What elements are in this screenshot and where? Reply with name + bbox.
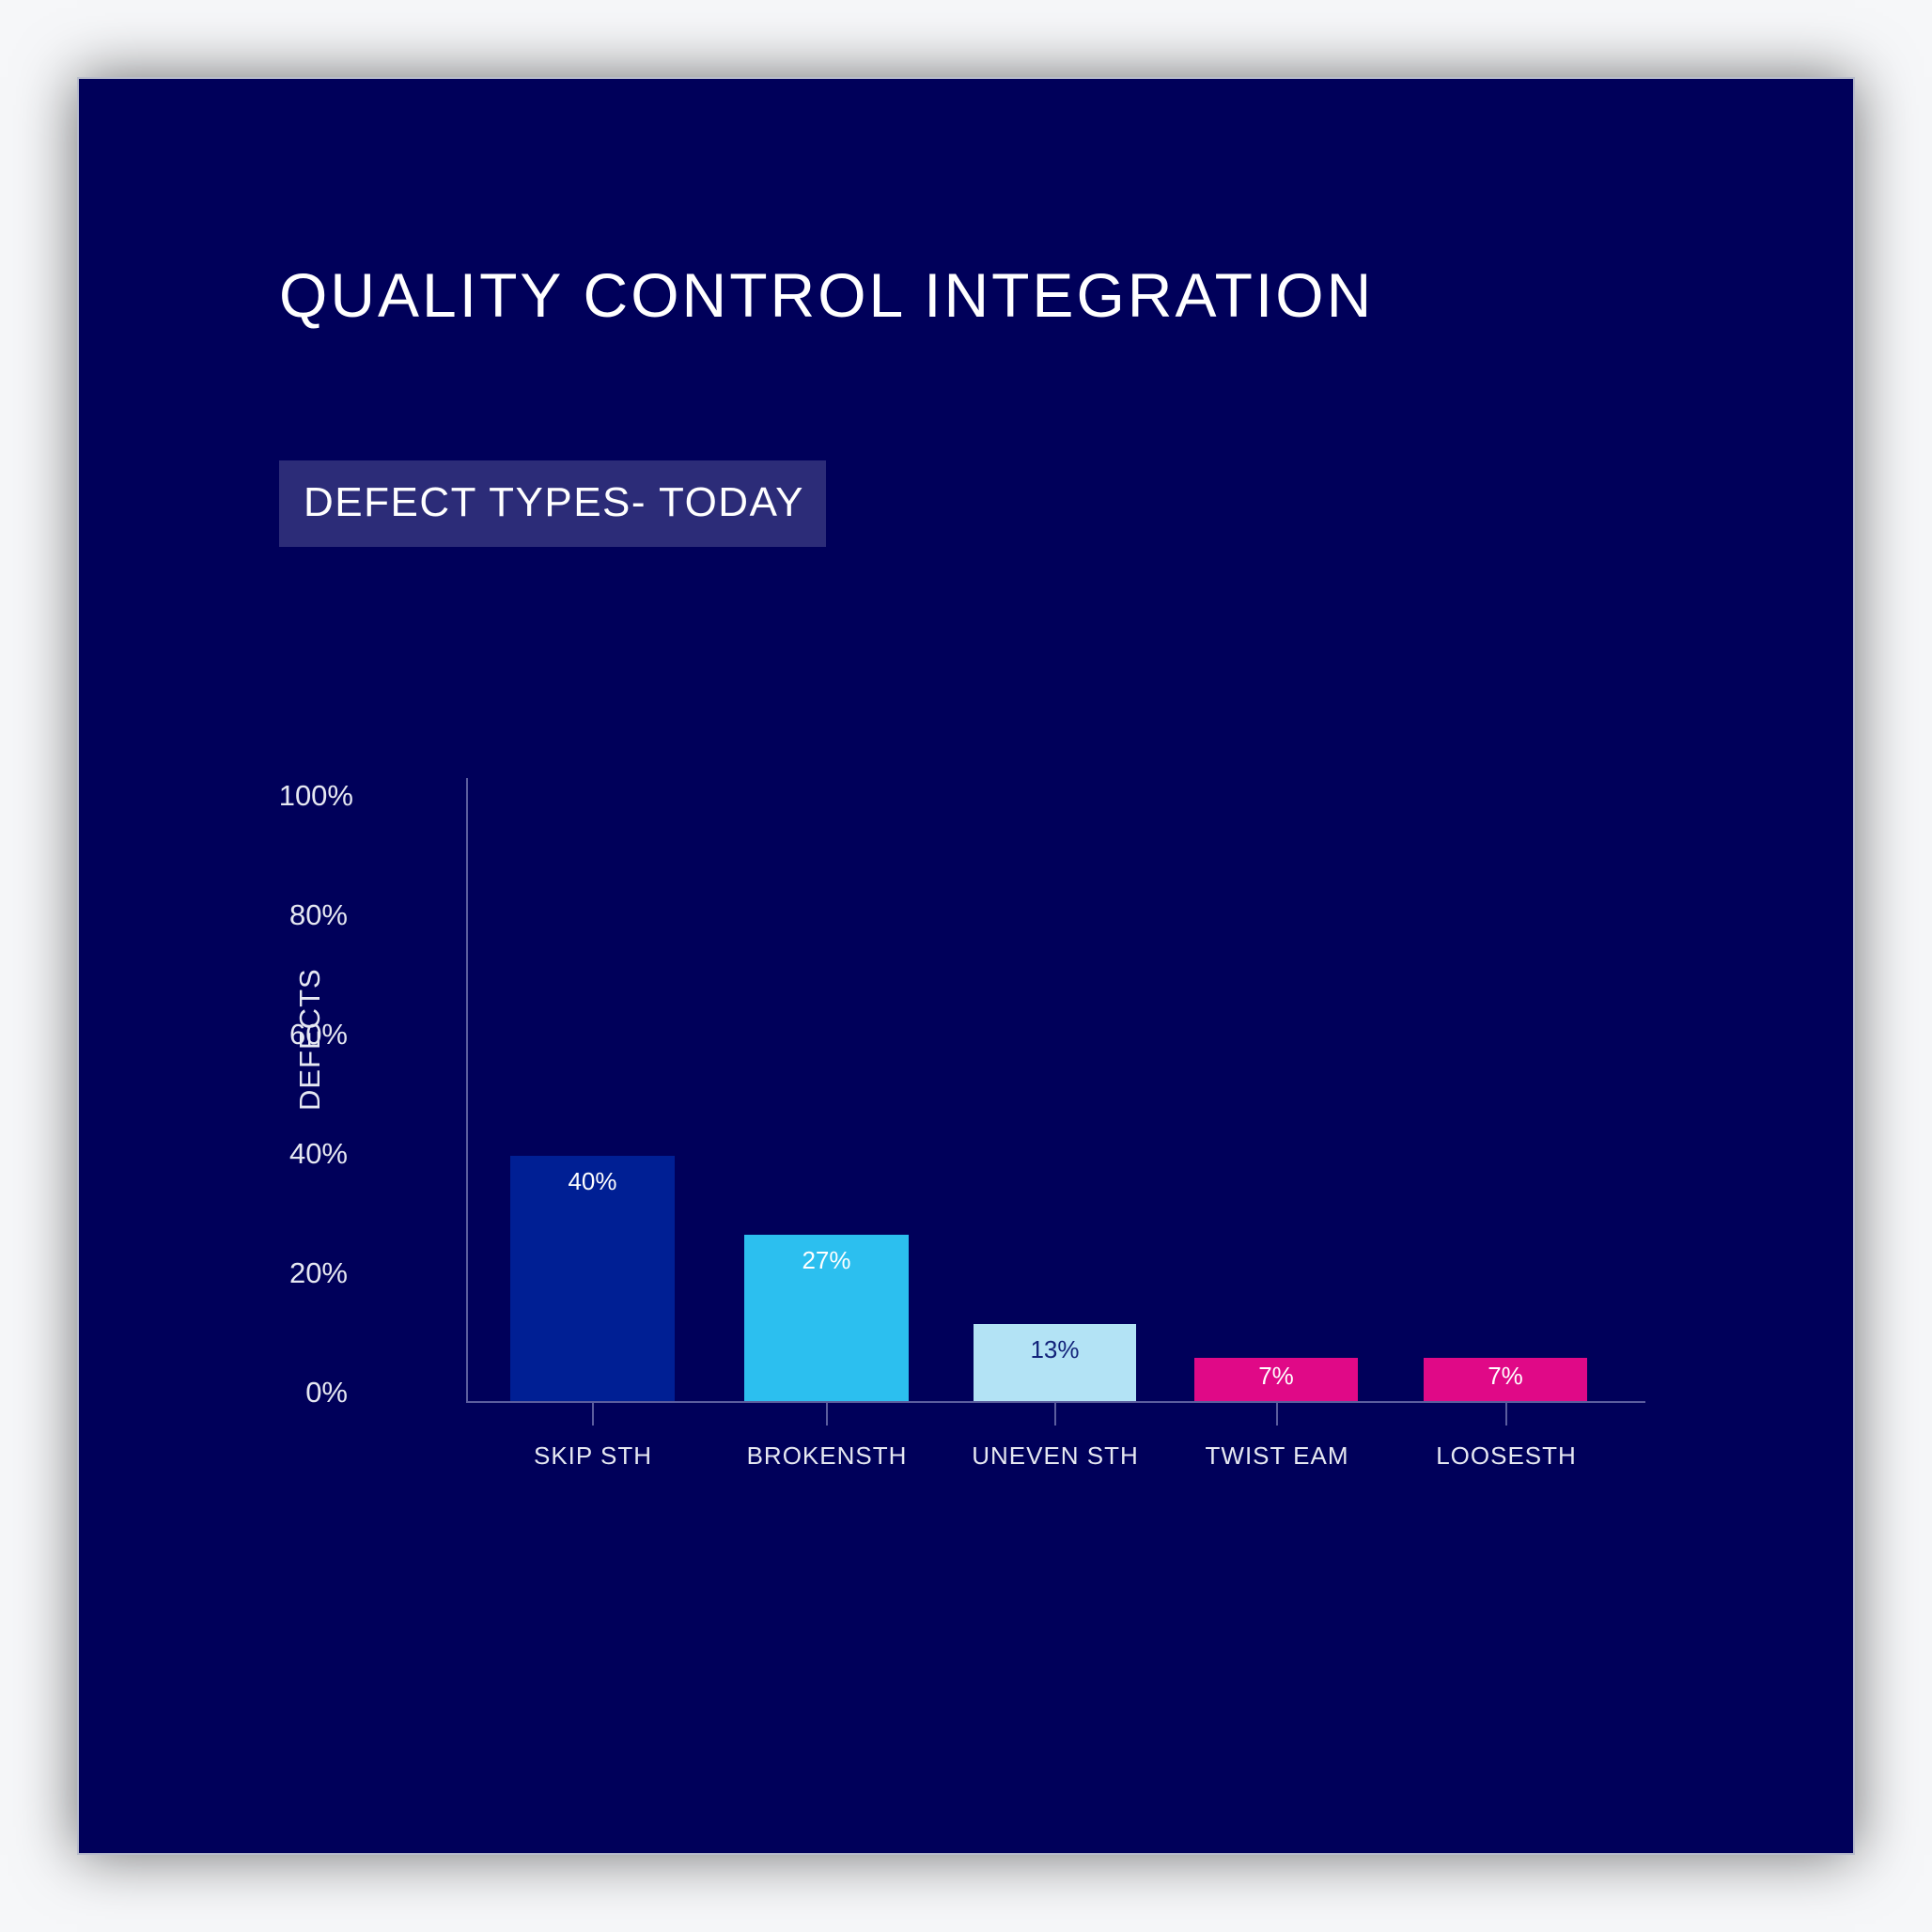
y-tick: 0%: [305, 1376, 348, 1409]
bar-chart: DEFECTS 0% 20% 40% 60% 80% 100% 40% 27% …: [79, 79, 1853, 1853]
x-tick: [826, 1403, 828, 1426]
x-label: BROKENSTH: [746, 1441, 908, 1470]
bar-loosesth: 7%: [1424, 1358, 1587, 1401]
x-label: UNEVEN STH: [972, 1441, 1139, 1470]
bar-value-label: 40%: [568, 1167, 617, 1195]
y-tick: 100%: [278, 779, 353, 812]
y-tick: 80%: [288, 898, 348, 931]
bar-brokensth: 27%: [744, 1235, 909, 1401]
x-tick: [1054, 1403, 1056, 1426]
dashboard-card: QUALITY CONTROL INTEGRATION DEFECT TYPES…: [77, 77, 1855, 1855]
bar-uneven-sth: 13%: [974, 1324, 1136, 1401]
y-tick: 60%: [288, 1018, 348, 1051]
bar-value-label: 13%: [1030, 1335, 1080, 1363]
chart-title-badge: DEFECT TYPES- TODAY: [279, 460, 826, 547]
x-label: SKIP STH: [533, 1441, 652, 1470]
bar-value-label: 27%: [802, 1246, 851, 1274]
x-tick: [1276, 1403, 1278, 1426]
bar-twist-eam: 7%: [1194, 1358, 1358, 1401]
y-axis: [466, 778, 468, 1403]
x-label: TWIST EAM: [1205, 1441, 1349, 1470]
x-tick: [592, 1403, 594, 1426]
page-title: QUALITY CONTROL INTEGRATION: [279, 260, 1375, 330]
y-tick: 40%: [288, 1137, 348, 1170]
chart-title: DEFECT TYPES- TODAY: [304, 479, 804, 525]
bar-value-label: 7%: [1258, 1362, 1294, 1390]
x-label: LOOSESTH: [1436, 1441, 1577, 1470]
x-tick: [1505, 1403, 1507, 1426]
bar-value-label: 7%: [1488, 1362, 1523, 1390]
bar-skip-sth: 40%: [510, 1156, 675, 1401]
x-axis: [466, 1401, 1645, 1403]
y-tick: 20%: [288, 1256, 348, 1289]
